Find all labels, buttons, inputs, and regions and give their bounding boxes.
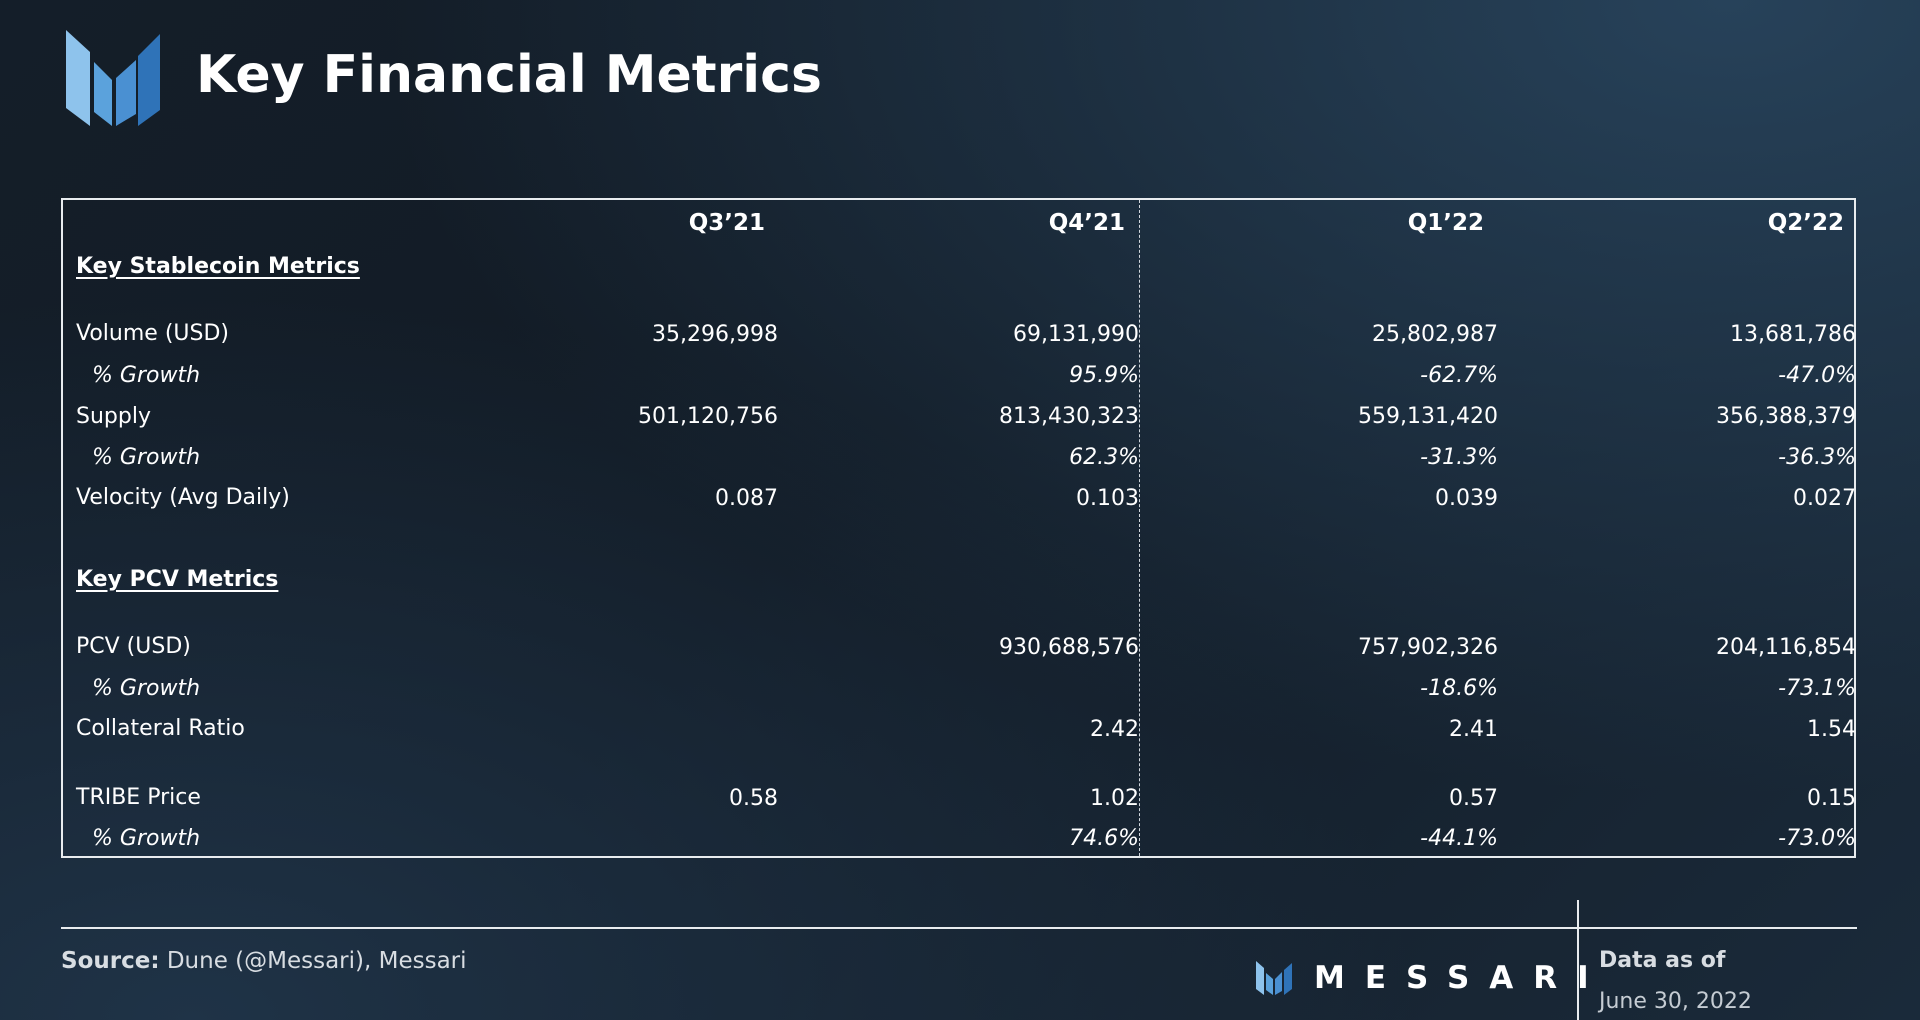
messari-brand-icon: [1256, 961, 1292, 995]
brand-wordmark: MESSARI: [1314, 960, 1609, 996]
cell-velocity-q1-22: 0.039: [1435, 486, 1498, 511]
cell-tribe-q4-21: 1.02: [1090, 786, 1139, 811]
cell-volume-q3-21: 35,296,998: [652, 322, 778, 347]
data-as-of-date: June 30, 2022: [1599, 989, 1752, 1014]
row-label-tribe-growth: % Growth: [92, 826, 201, 851]
cell-pcv-q4-21: 930,688,576: [999, 635, 1139, 660]
row-label-volume-growth: % Growth: [92, 363, 201, 388]
column-header-q4-21: Q4’21: [1048, 210, 1125, 236]
row-label-pcv: PCV (USD): [76, 634, 191, 659]
row-label-supply: Supply: [76, 404, 151, 429]
cell-pcv-growth-q1-22: -18.6%: [1420, 676, 1498, 701]
cell-supply-q3-21: 501,120,756: [638, 404, 778, 429]
source-label: Source:: [61, 948, 160, 974]
cell-supply-growth-q4-21: 62.3%: [1069, 445, 1139, 470]
cell-supply-growth-q1-22: -31.3%: [1420, 445, 1498, 470]
cell-pcv-q2-22: 204,116,854: [1716, 635, 1856, 660]
cell-supply-q1-22: 559,131,420: [1358, 404, 1498, 429]
column-header-q2-22: Q2’22: [1767, 210, 1844, 236]
brand-logo: MESSARI: [1256, 960, 1609, 996]
cell-velocity-q4-21: 0.103: [1076, 486, 1139, 511]
cell-tribe-growth-q2-22: -73.0%: [1778, 826, 1856, 851]
row-label-velocity: Velocity (Avg Daily): [76, 485, 290, 510]
footer-divider: [61, 927, 1857, 929]
cell-collateral-q1-22: 2.41: [1449, 717, 1498, 742]
data-as-of-label: Data as of: [1599, 948, 1726, 973]
cell-collateral-q4-21: 2.42: [1090, 717, 1139, 742]
cell-tribe-q3-21: 0.58: [729, 786, 778, 811]
row-label-supply-growth: % Growth: [92, 445, 201, 470]
cell-volume-growth-q1-22: -62.7%: [1420, 363, 1498, 388]
cell-supply-q4-21: 813,430,323: [999, 404, 1139, 429]
cell-velocity-q2-22: 0.027: [1793, 486, 1856, 511]
column-header-q1-22: Q1’22: [1407, 210, 1484, 236]
cell-tribe-growth-q1-22: -44.1%: [1420, 826, 1498, 851]
section-heading-pcv: Key PCV Metrics: [76, 567, 279, 592]
metrics-table: [61, 198, 1856, 858]
cell-tribe-q1-22: 0.57: [1449, 786, 1498, 811]
cell-velocity-q3-21: 0.087: [715, 486, 778, 511]
row-label-tribe-price: TRIBE Price: [76, 785, 201, 810]
cell-pcv-q1-22: 757,902,326: [1358, 635, 1498, 660]
page-title: Key Financial Metrics: [196, 45, 822, 105]
cell-supply-growth-q2-22: -36.3%: [1778, 445, 1856, 470]
source-text: Dune (@Messari), Messari: [159, 948, 467, 974]
row-label-pcv-growth: % Growth: [92, 676, 201, 701]
cell-volume-growth-q2-22: -47.0%: [1778, 363, 1856, 388]
cell-volume-growth-q4-21: 95.9%: [1069, 363, 1139, 388]
messari-logo-icon: [66, 30, 160, 126]
cell-collateral-q2-22: 1.54: [1807, 717, 1856, 742]
cell-volume-q4-21: 69,131,990: [1013, 322, 1139, 347]
column-divider: [1139, 200, 1140, 856]
cell-pcv-growth-q2-22: -73.1%: [1778, 676, 1856, 701]
cell-volume-q1-22: 25,802,987: [1372, 322, 1498, 347]
cell-tribe-growth-q4-21: 74.6%: [1069, 826, 1139, 851]
row-label-volume: Volume (USD): [76, 321, 229, 346]
column-header-q3-21: Q3’21: [688, 210, 765, 236]
row-label-collateral-ratio: Collateral Ratio: [76, 716, 245, 741]
section-heading-stablecoin: Key Stablecoin Metrics: [76, 254, 360, 279]
cell-tribe-q2-22: 0.15: [1807, 786, 1856, 811]
cell-volume-q2-22: 13,681,786: [1730, 322, 1856, 347]
cell-supply-q2-22: 356,388,379: [1716, 404, 1856, 429]
source-note: Source: Dune (@Messari), Messari: [61, 947, 467, 975]
footer-vertical-divider: [1577, 900, 1579, 1020]
